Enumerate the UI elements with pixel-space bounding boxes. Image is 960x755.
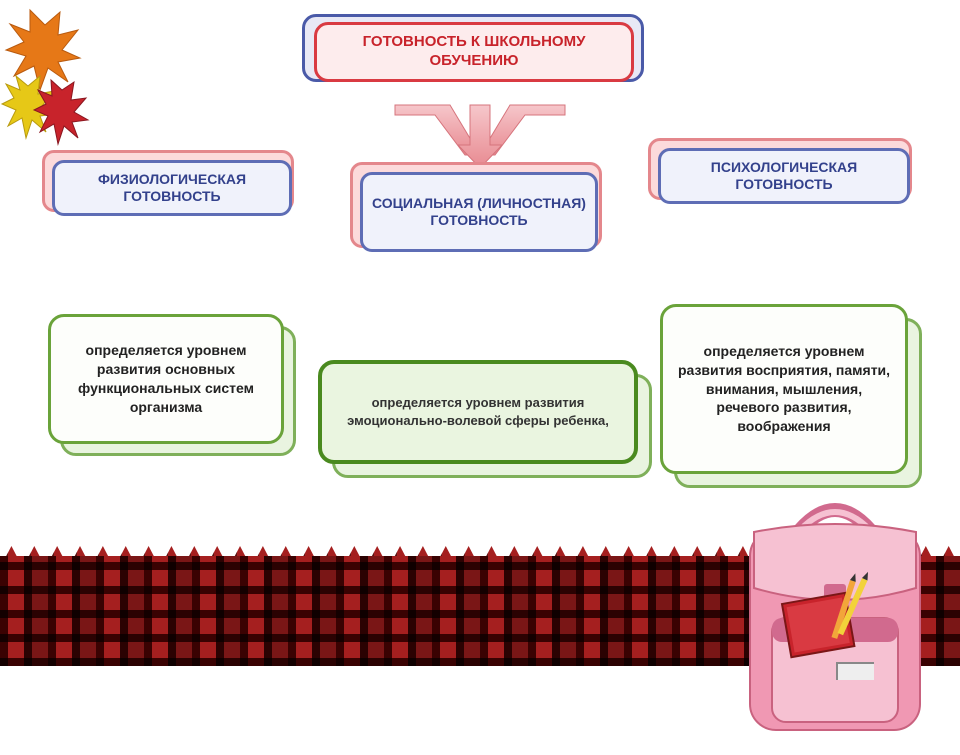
page-number-box (836, 662, 874, 680)
description-psychological: определяется уровнем развития восприятия… (660, 304, 908, 474)
category-physiological: ФИЗИОЛОГИЧЕСКАЯ ГОТОВНОСТЬ (52, 160, 292, 216)
slide-root: ГОТОВНОСТЬ К ШКОЛЬНОМУ ОБУЧЕНИЮ ФИЗИОЛОГ… (0, 0, 960, 720)
arrows-icon (390, 100, 570, 170)
backpack-illustration (720, 460, 950, 730)
autumn-leaves-decoration (0, 0, 120, 160)
category-social: СОЦИАЛЬНАЯ (ЛИЧНОСТНАЯ) ГОТОВНОСТЬ (360, 172, 598, 252)
description-physiological: определяется уровнем развития основных ф… (48, 314, 284, 444)
category-psychological: ПСИХОЛОГИЧЕСКАЯ ГОТОВНОСТЬ (658, 148, 910, 204)
diagram-title: ГОТОВНОСТЬ К ШКОЛЬНОМУ ОБУЧЕНИЮ (314, 22, 634, 82)
description-social: определяется уровнем развития эмоциональ… (318, 360, 638, 464)
